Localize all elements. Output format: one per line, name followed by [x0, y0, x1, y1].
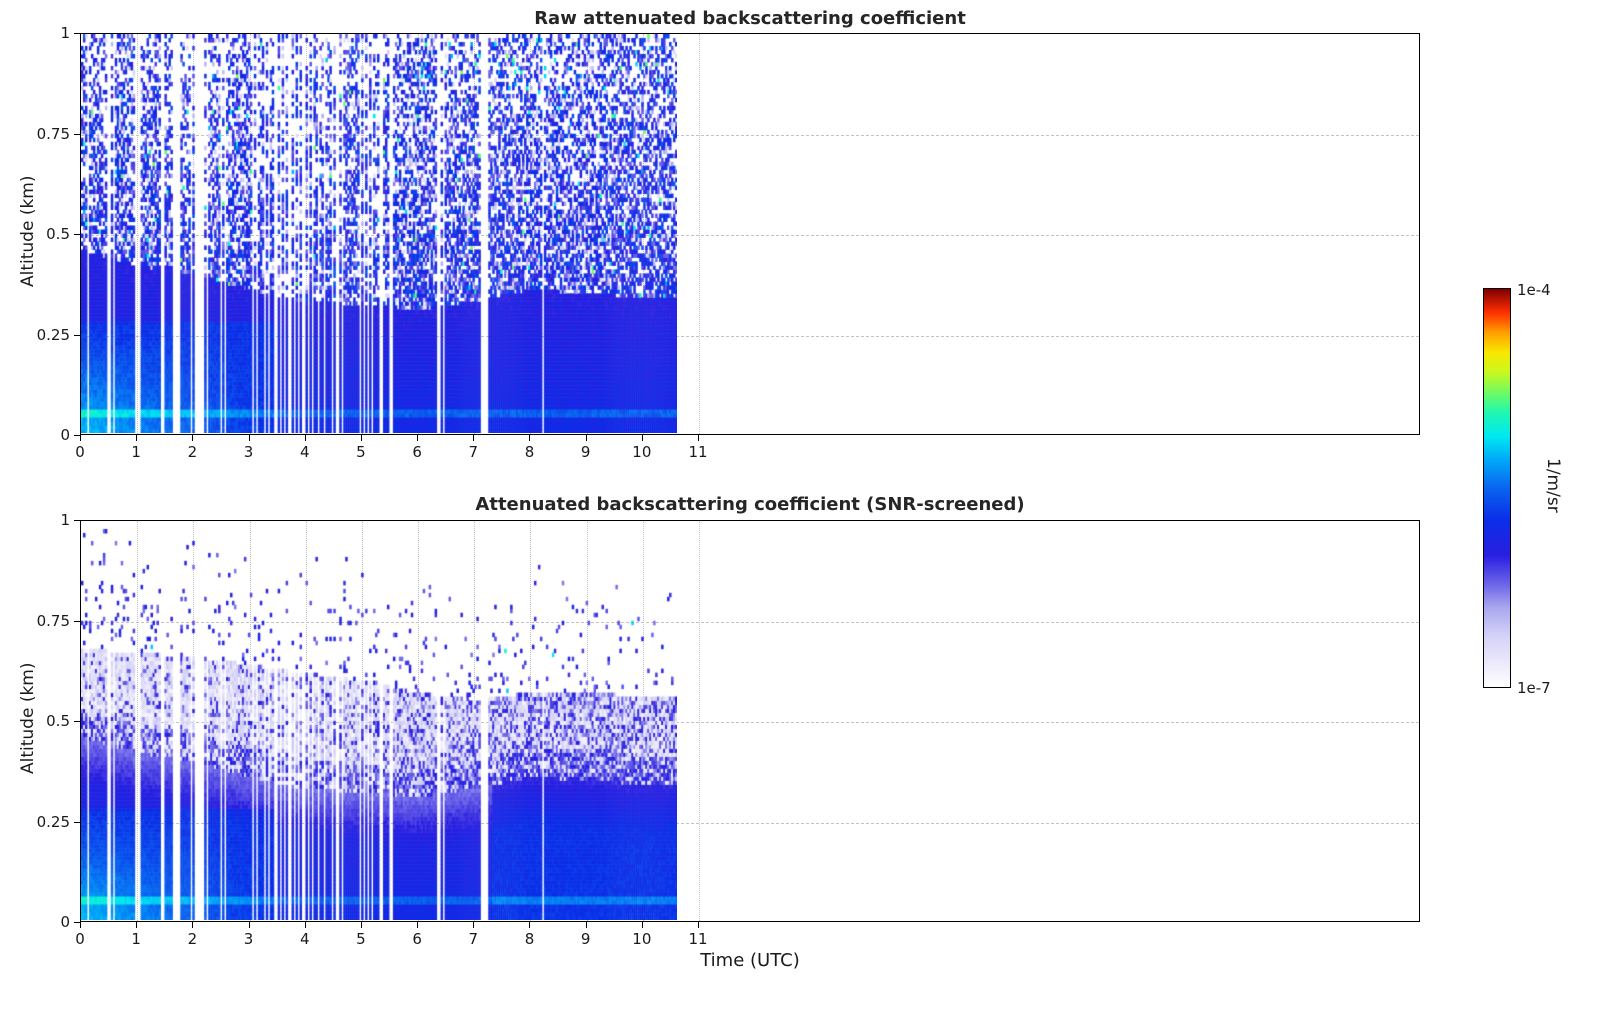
x-tick-mark: [641, 435, 643, 441]
x-tick-mark: [360, 435, 362, 441]
y-tick-mark: [74, 520, 80, 521]
colorbar-max-label: 1e-4: [1517, 281, 1551, 299]
gridline-horizontal: [81, 722, 1419, 723]
x-tick-label: 11: [688, 930, 708, 948]
colorbar-unit-label: 1/m/sr: [1543, 458, 1563, 513]
y-tick-mark: [74, 334, 80, 336]
x-tick-mark: [192, 922, 194, 928]
gridline-vertical: [699, 521, 701, 921]
y-tick-label: 1: [60, 511, 70, 529]
x-tick-mark: [360, 922, 362, 928]
x-tick-label: 5: [356, 443, 366, 461]
x-tick-mark: [529, 435, 531, 441]
x-tick-label: 1: [131, 930, 141, 948]
x-tick-label: 5: [356, 930, 366, 948]
x-tick-mark: [473, 922, 475, 928]
x-tick-mark: [304, 922, 306, 928]
colorbar: [1483, 288, 1511, 688]
colorbar-min-label: 1e-7: [1517, 679, 1551, 697]
x-tick-mark: [585, 922, 587, 928]
screened-plot-area: [80, 520, 1420, 922]
x-tick-mark: [136, 435, 138, 441]
raw-plot-area: [80, 33, 1420, 435]
x-tick-label: 10: [632, 443, 652, 461]
x-tick-mark: [698, 922, 700, 928]
y-tick-label: 0.25: [36, 325, 70, 344]
y-tick-mark: [74, 821, 80, 823]
x-tick-mark: [417, 922, 419, 928]
y-tick-mark: [74, 620, 80, 622]
x-axis-label: Time (UTC): [700, 950, 800, 971]
gridline-horizontal: [81, 822, 1419, 824]
y-tick-mark: [74, 435, 80, 436]
x-tick-mark: [473, 435, 475, 441]
x-tick-label: 7: [468, 930, 479, 948]
x-tick-label: 9: [580, 443, 591, 461]
y-tick-mark: [74, 922, 80, 923]
screened-panel-title: Attenuated backscattering coefficient (S…: [475, 494, 1025, 515]
y-tick-mark: [74, 33, 80, 34]
y-tick-label: 0.75: [36, 124, 70, 143]
gridline-horizontal: [81, 134, 1419, 136]
x-tick-label: 1: [131, 443, 141, 461]
x-tick-label: 4: [299, 443, 310, 461]
x-tick-label: 8: [524, 443, 535, 461]
x-tick-mark: [136, 922, 138, 928]
x-tick-label: 3: [243, 930, 254, 948]
x-tick-label: 0: [75, 443, 85, 461]
y-tick-label: 0.5: [46, 225, 70, 243]
x-tick-label: 0: [75, 930, 85, 948]
x-tick-mark: [248, 922, 250, 928]
gridline-horizontal: [81, 235, 1419, 236]
x-tick-mark: [417, 435, 419, 441]
y-tick-label: 0: [60, 426, 70, 444]
x-tick-mark: [192, 435, 194, 441]
x-tick-mark: [304, 435, 306, 441]
raw-panel-title: Raw attenuated backscattering coefficien…: [534, 8, 966, 29]
x-tick-label: 2: [187, 443, 198, 461]
x-tick-label: 3: [243, 443, 254, 461]
y-tick-label: 0.5: [46, 712, 70, 730]
gridline-horizontal: [81, 621, 1419, 623]
y-tick-label: 1: [60, 24, 70, 42]
screened-heatmap: [81, 521, 677, 920]
x-tick-label: 2: [187, 930, 198, 948]
x-tick-mark: [80, 922, 81, 928]
x-tick-label: 9: [580, 930, 591, 948]
x-tick-label: 8: [524, 930, 535, 948]
y-tick-label: 0.25: [36, 812, 70, 831]
raw-heatmap: [81, 34, 677, 433]
x-tick-mark: [698, 435, 700, 441]
x-tick-mark: [585, 435, 587, 441]
x-tick-label: 6: [412, 443, 422, 461]
y-tick-label: 0.75: [36, 611, 70, 630]
x-tick-label: 10: [632, 930, 652, 948]
x-tick-mark: [80, 435, 81, 441]
x-tick-label: 11: [688, 443, 708, 461]
x-tick-label: 7: [468, 443, 479, 461]
x-tick-label: 6: [412, 930, 422, 948]
x-tick-label: 4: [299, 930, 310, 948]
x-tick-mark: [529, 922, 531, 928]
x-tick-mark: [248, 435, 250, 441]
y-tick-mark: [74, 721, 80, 722]
y-tick-label: 0: [60, 913, 70, 931]
y-tick-mark: [74, 133, 80, 135]
gridline-horizontal: [81, 335, 1419, 337]
colorbar-gradient: [1484, 289, 1510, 687]
y-tick-mark: [74, 234, 80, 235]
gridline-vertical: [699, 34, 701, 434]
x-tick-mark: [641, 922, 643, 928]
